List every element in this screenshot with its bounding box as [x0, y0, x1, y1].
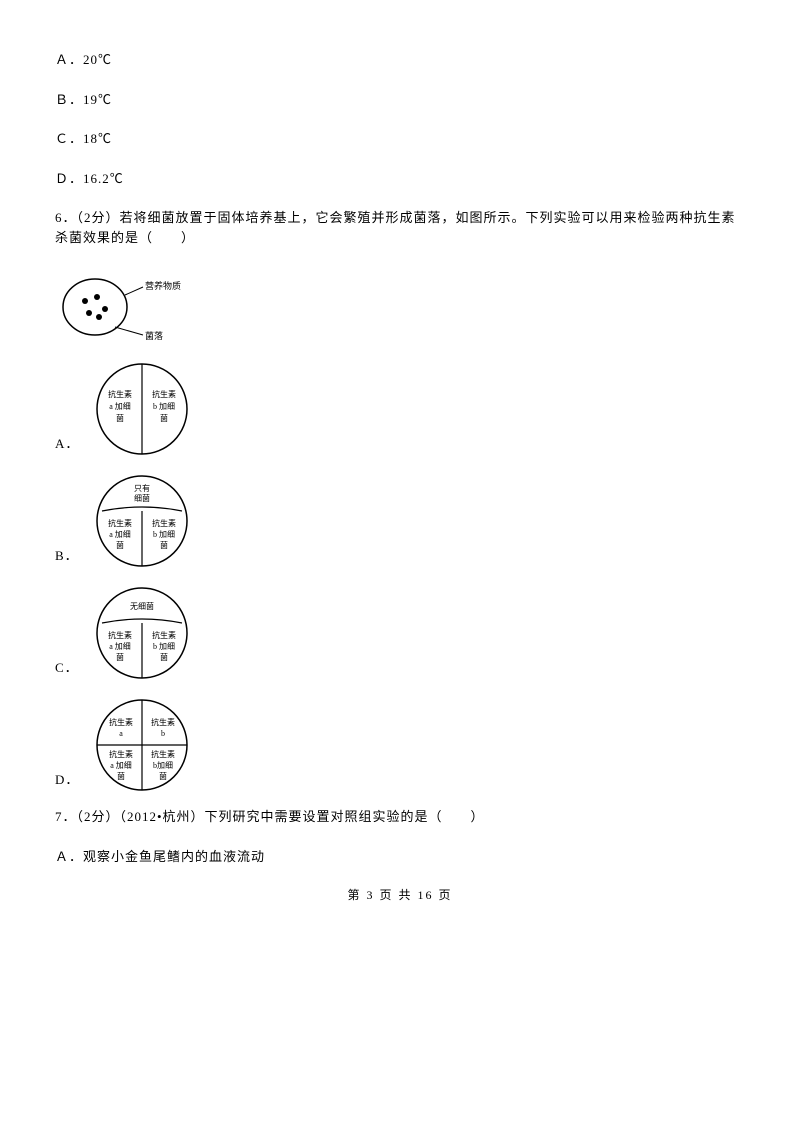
svg-text:抗生素: 抗生素 — [152, 389, 176, 399]
svg-text:a: a — [120, 729, 124, 738]
intro-label-bottom: 菌落 — [145, 330, 163, 341]
petri-intro-icon: 营养物质 菌落 — [55, 267, 235, 347]
svg-text:抗生素: 抗生素 — [108, 630, 132, 640]
svg-text:b 加细: b 加细 — [153, 529, 175, 539]
q7-option-a: Ａ．观察小金鱼尾鳍内的血液流动 — [55, 847, 745, 867]
q6-option-c: C． 无细菌 抗生素 a 加细 菌 抗生素 b 加细 菌 — [55, 583, 745, 683]
svg-text:抗生素: 抗生素 — [109, 717, 133, 727]
petri-d-icon: 抗生素 a 抗生素 b 抗生素 a 加细 菌 抗生素 b加细 菌 — [87, 695, 197, 795]
svg-text:菌: 菌 — [116, 413, 124, 423]
diagD-letter: D． — [55, 770, 79, 790]
svg-text:抗生素: 抗生素 — [151, 749, 175, 759]
svg-text:a 加细: a 加细 — [110, 401, 132, 411]
svg-text:菌: 菌 — [160, 652, 168, 662]
diagB-letter: B． — [55, 546, 79, 566]
q6-option-d: D． 抗生素 a 抗生素 b 抗生素 a 加细 菌 抗生素 b加细 菌 — [55, 695, 745, 795]
svg-text:菌: 菌 — [160, 540, 168, 550]
svg-text:a 加细: a 加细 — [111, 760, 133, 770]
svg-text:菌: 菌 — [117, 771, 125, 781]
q6-option-b: B． 只有 细菌 抗生素 a 加细 菌 抗生素 b 加细 菌 — [55, 471, 745, 571]
q5-option-d: Ｄ．16.2℃ — [55, 169, 745, 189]
svg-text:b 加细: b 加细 — [153, 641, 175, 651]
svg-text:无细菌: 无细菌 — [130, 601, 154, 611]
svg-text:b加细: b加细 — [153, 760, 173, 770]
svg-text:b 加细: b 加细 — [153, 401, 175, 411]
petri-c-icon: 无细菌 抗生素 a 加细 菌 抗生素 b 加细 菌 — [87, 583, 197, 683]
page-footer: 第 3 页 共 16 页 — [55, 886, 745, 904]
svg-text:菌: 菌 — [116, 652, 124, 662]
diagA-letter: A． — [55, 434, 79, 454]
petri-b-icon: 只有 细菌 抗生素 a 加细 菌 抗生素 b 加细 菌 — [87, 471, 197, 571]
svg-text:菌: 菌 — [160, 413, 168, 423]
q6-option-a: A． 抗生素 a 加细 菌 抗生素 b 加细 菌 — [55, 359, 745, 459]
svg-text:a 加细: a 加细 — [109, 529, 131, 539]
svg-text:抗生素: 抗生素 — [151, 717, 175, 727]
q5-option-c: Ｃ．18℃ — [55, 129, 745, 149]
q7-stem: 7．（2分）（2012•杭州）下列研究中需要设置对照组实验的是（ ） — [55, 807, 745, 827]
svg-text:抗生素: 抗生素 — [152, 518, 176, 528]
svg-text:a 加细: a 加细 — [109, 641, 131, 651]
svg-text:抗生素: 抗生素 — [108, 518, 132, 528]
intro-label-top: 营养物质 — [145, 280, 181, 291]
svg-text:抗生素: 抗生素 — [108, 389, 132, 399]
svg-text:只有: 只有 — [134, 483, 150, 493]
q5-option-a: Ａ．20℃ — [55, 50, 745, 70]
svg-text:菌: 菌 — [159, 771, 167, 781]
svg-text:抗生素: 抗生素 — [109, 749, 133, 759]
svg-text:b: b — [161, 729, 165, 738]
q6-stem: 6．（2分）若将细菌放置于固体培养基上，它会繁殖并形成菌落，如图所示。下列实验可… — [55, 208, 745, 247]
petri-a-icon: 抗生素 a 加细 菌 抗生素 b 加细 菌 — [87, 359, 197, 459]
svg-text:抗生素: 抗生素 — [152, 630, 176, 640]
diagC-letter: C． — [55, 658, 79, 678]
svg-text:细菌: 细菌 — [134, 493, 150, 503]
q5-option-b: Ｂ．19℃ — [55, 90, 745, 110]
q6-text: 6．（2分）若将细菌放置于固体培养基上，它会繁殖并形成菌落，如图所示。下列实验可… — [55, 210, 736, 245]
q6-intro-diagram: 营养物质 菌落 — [55, 267, 745, 347]
svg-text:菌: 菌 — [116, 540, 124, 550]
